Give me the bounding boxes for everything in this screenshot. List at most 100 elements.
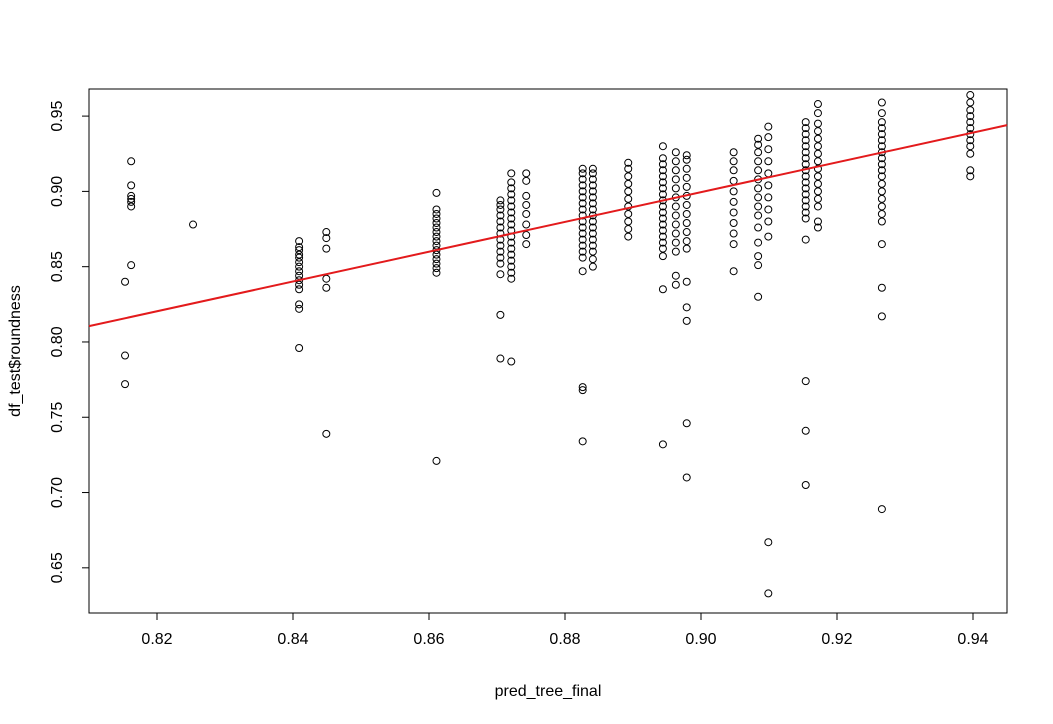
data-point [877, 109, 886, 118]
data-point [966, 149, 975, 158]
data-point [322, 244, 331, 253]
data-point [624, 172, 633, 181]
data-point [496, 253, 505, 262]
data-point [322, 234, 331, 243]
data-point [877, 283, 886, 292]
data-point [507, 178, 516, 187]
data-point [496, 354, 505, 363]
data-point [522, 220, 531, 229]
data-point [496, 241, 505, 250]
data-point [522, 191, 531, 200]
data-point [682, 228, 691, 237]
data-point [578, 199, 587, 208]
data-point [729, 197, 738, 206]
data-point [658, 214, 667, 223]
data-point [121, 380, 130, 389]
data-point [522, 176, 531, 185]
regression-line [88, 124, 1008, 328]
data-point [578, 164, 587, 173]
data-point [754, 211, 763, 220]
data-point [507, 268, 516, 277]
data-point [127, 191, 136, 200]
data-point [588, 193, 597, 202]
data-point [682, 244, 691, 253]
data-point [764, 181, 773, 190]
data-point [578, 247, 587, 256]
data-point [813, 157, 822, 166]
data-point [127, 194, 136, 203]
data-point [295, 246, 304, 255]
data-point [671, 175, 680, 184]
data-point [764, 193, 773, 202]
data-point [729, 166, 738, 175]
data-point [507, 256, 516, 265]
data-point [496, 200, 505, 209]
data-point [877, 166, 886, 175]
data-point [671, 166, 680, 175]
data-point [682, 164, 691, 173]
data-point [507, 274, 516, 283]
data-point [578, 187, 587, 196]
data-point [432, 214, 441, 223]
data-point [671, 157, 680, 166]
data-point [295, 253, 304, 262]
data-point [877, 240, 886, 249]
data-point [588, 187, 597, 196]
data-point [322, 228, 331, 237]
data-point [507, 220, 516, 229]
data-point [496, 196, 505, 205]
data-point [127, 157, 136, 166]
data-point [588, 169, 597, 178]
x-axis-label: pred_tree_final [495, 683, 602, 700]
y-tick-label: 0.75 [49, 402, 66, 433]
data-point [658, 252, 667, 261]
data-point [658, 226, 667, 235]
data-point [877, 154, 886, 163]
y-tick-label: 0.80 [49, 326, 66, 357]
data-point [754, 166, 763, 175]
data-point [729, 148, 738, 157]
data-point [877, 194, 886, 203]
x-tick-label: 0.84 [277, 631, 308, 648]
data-point [578, 181, 587, 190]
data-point [578, 235, 587, 244]
data-point [295, 258, 304, 267]
data-point [658, 166, 667, 175]
data-point [801, 196, 810, 205]
data-point [671, 184, 680, 193]
data-point [877, 217, 886, 226]
data-point [432, 219, 441, 228]
data-point [507, 208, 516, 217]
data-point [671, 211, 680, 220]
data-point [754, 140, 763, 149]
data-point [682, 303, 691, 312]
data-point [507, 244, 516, 253]
data-point [682, 173, 691, 182]
data-point [754, 261, 763, 270]
data-point [801, 124, 810, 133]
data-point [877, 209, 886, 218]
data-point [801, 426, 810, 435]
data-point [121, 277, 130, 286]
x-tick-label: 0.90 [685, 631, 716, 648]
y-tick-label: 0.70 [49, 477, 66, 508]
data-point [966, 172, 975, 181]
data-point [658, 142, 667, 151]
data-point [578, 205, 587, 214]
data-point [813, 149, 822, 158]
data-point [588, 247, 597, 256]
data-point [295, 300, 304, 309]
data-point [507, 238, 516, 247]
data-point [754, 252, 763, 261]
data-point [671, 229, 680, 238]
data-point [295, 280, 304, 289]
data-point [522, 169, 531, 178]
data-point [754, 238, 763, 247]
data-point [877, 118, 886, 127]
data-point [729, 219, 738, 228]
data-point [671, 148, 680, 157]
data-point [578, 223, 587, 232]
data-point [877, 98, 886, 107]
data-point [496, 223, 505, 232]
data-point [813, 202, 822, 211]
